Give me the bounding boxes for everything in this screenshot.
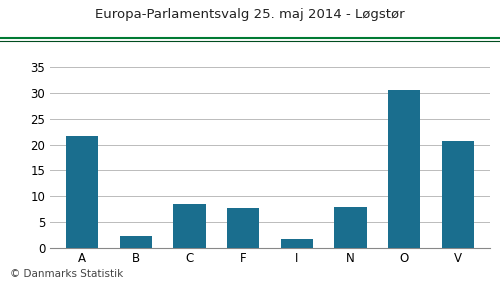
Bar bbox=[66, 136, 98, 248]
Text: Europa-Parlamentsvalg 25. maj 2014 - Løgstør: Europa-Parlamentsvalg 25. maj 2014 - Løg… bbox=[95, 8, 405, 21]
Bar bbox=[442, 141, 474, 248]
Bar bbox=[227, 208, 260, 248]
Bar bbox=[174, 204, 206, 248]
Bar bbox=[280, 239, 313, 248]
Bar bbox=[388, 90, 420, 248]
Bar bbox=[334, 207, 366, 248]
Bar bbox=[120, 236, 152, 248]
Text: © Danmarks Statistik: © Danmarks Statistik bbox=[10, 269, 123, 279]
